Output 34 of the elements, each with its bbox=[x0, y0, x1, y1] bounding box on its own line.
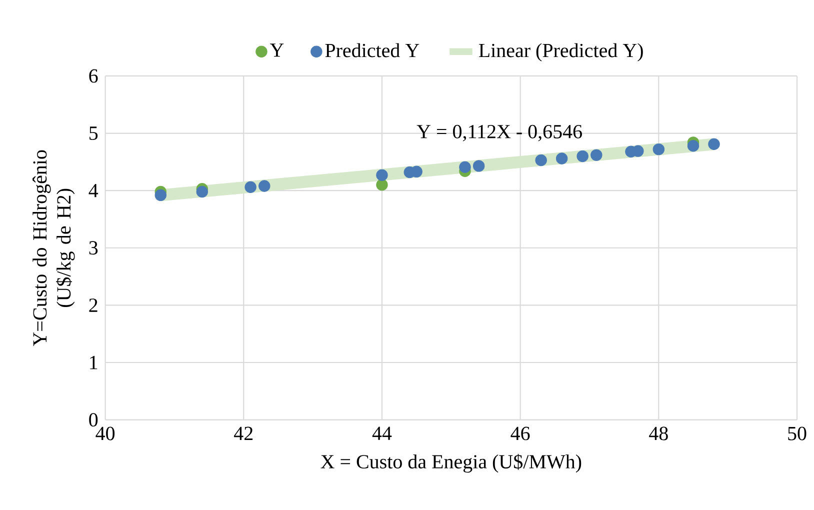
y-axis-title: Y=Custo do Hidrogênio (U$/kg de H2) bbox=[32, 150, 75, 346]
y-tick-label: 3 bbox=[89, 241, 98, 255]
legend-label: Linear (Predicted Y) bbox=[478, 43, 643, 62]
point bbox=[459, 161, 471, 174]
point bbox=[576, 150, 588, 162]
point bbox=[590, 149, 602, 162]
y-tick-label: 0 bbox=[89, 413, 98, 427]
point bbox=[472, 160, 485, 172]
point bbox=[258, 180, 270, 192]
point bbox=[556, 152, 568, 164]
y-tick-label: 1 bbox=[90, 356, 98, 370]
point bbox=[196, 186, 208, 198]
point bbox=[708, 138, 720, 150]
x-axis-title: X = Custo da Enegia (U$/MWh) bbox=[320, 454, 582, 473]
x-tick-label: 40 bbox=[96, 426, 115, 440]
x-tick-label: 44 bbox=[372, 426, 392, 440]
y-tick-label: 6 bbox=[89, 69, 98, 83]
point bbox=[376, 169, 388, 182]
legend-label: Y bbox=[270, 44, 284, 57]
point bbox=[376, 179, 388, 191]
y-tick-label: 4 bbox=[88, 184, 98, 198]
point bbox=[535, 154, 547, 166]
y-tick-label: 2 bbox=[89, 298, 98, 312]
point bbox=[652, 144, 665, 156]
x-tick-label: 46 bbox=[510, 426, 530, 440]
x-tick-label: 42 bbox=[234, 426, 253, 440]
point bbox=[687, 140, 700, 152]
point bbox=[154, 189, 166, 202]
legend-label: Predicted Y bbox=[325, 43, 420, 58]
x-tick-label: 48 bbox=[649, 426, 668, 440]
x-tick-label: 50 bbox=[788, 426, 806, 440]
y-tick-label: 5 bbox=[90, 126, 98, 140]
point bbox=[244, 181, 256, 194]
annotation: Y = 0,112X - 0,6546 bbox=[416, 124, 582, 142]
